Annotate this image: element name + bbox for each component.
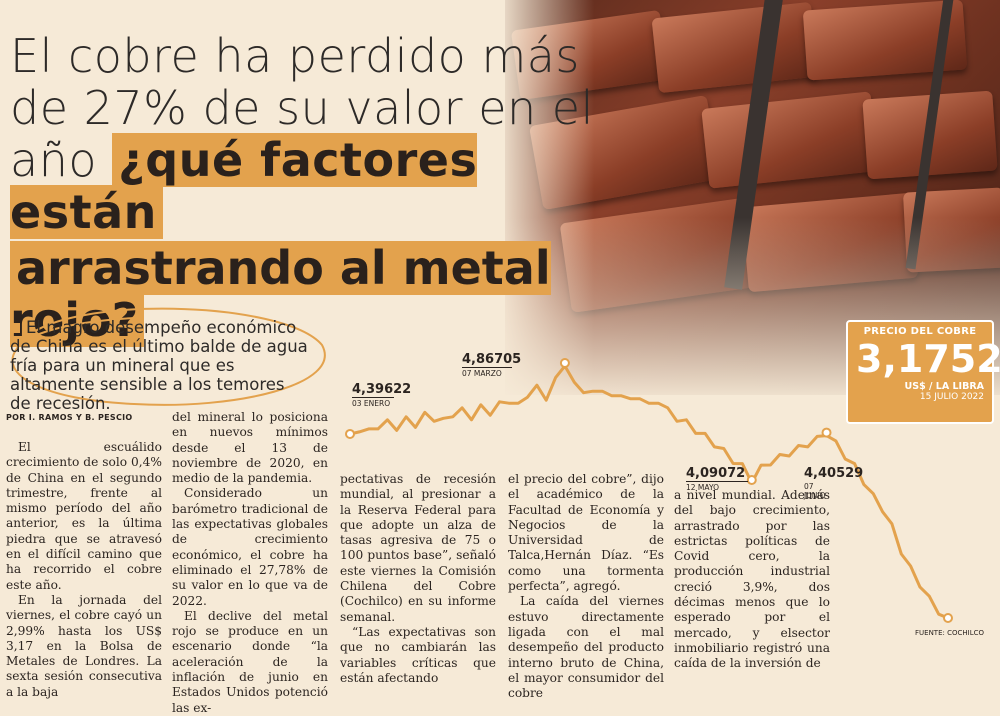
chart-source: FUENTE: COCHILCO — [915, 629, 985, 637]
annotation-date-3: 12 MAYO — [686, 481, 748, 492]
chart-marker-5 — [943, 613, 953, 623]
price-box-value: 3,1752 — [856, 337, 1000, 381]
article-column-1: El escuálido crecimiento de solo 0,4% de… — [6, 440, 162, 699]
lead-text: El magro desempeño económico de China es… — [10, 318, 308, 413]
annotation-value-2: 4,86705 — [462, 352, 522, 367]
byline: POR I. RAMOS Y B. PESCIO — [6, 413, 133, 422]
article-column-2: del mineral lo posiciona en nuevos mínim… — [172, 410, 328, 715]
annotation-value-4: 4,40529 — [804, 466, 864, 481]
annotation-date-2: 07 MARZO — [462, 367, 512, 378]
chart-marker-2 — [559, 358, 570, 368]
chart-marker-4 — [821, 427, 832, 438]
annotation-date-4: 07 JUNIO — [804, 482, 826, 500]
lead-bullet-icon — [10, 323, 20, 333]
price-box-unit: US$ / LA LIBRA — [904, 381, 984, 392]
headline-line-3-plain: año — [10, 133, 113, 187]
annotation-value-3: 4,09072 — [686, 466, 746, 481]
headline-line-1: El cobre ha perdido más — [10, 29, 580, 83]
headline: El cobre ha perdido más de 27% de su val… — [10, 29, 610, 347]
headline-line-2: de 27% de su valor en el — [10, 81, 594, 135]
annotation-value-1: 4,39622 — [352, 382, 412, 397]
price-box: PRECIO DEL COBRE 3,1752 US$ / LA LIBRA 1… — [846, 320, 1000, 424]
annotation-date-1: 03 ENERO — [352, 397, 394, 408]
price-box-title: PRECIO DEL COBRE — [863, 326, 977, 337]
copper-price-chart — [345, 358, 953, 623]
chart-marker-3 — [746, 475, 757, 486]
lead-paragraph: El magro desempeño económico de China es… — [10, 318, 310, 413]
price-line — [349, 364, 949, 620]
headline-line-3: año ¿qué factores están — [10, 133, 610, 239]
copper-ingots-photo — [505, 0, 1000, 395]
price-box-date: 15 JULIO 2022 — [919, 392, 984, 402]
chart-marker-1 — [345, 428, 355, 439]
